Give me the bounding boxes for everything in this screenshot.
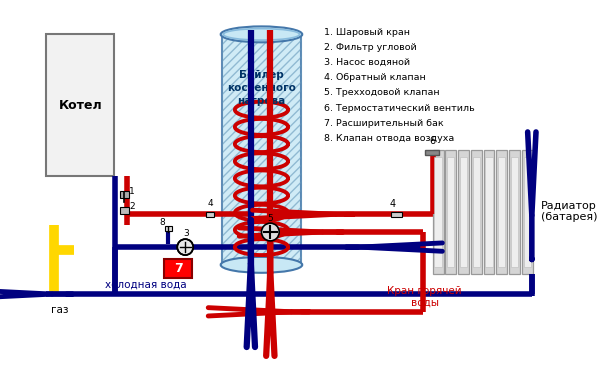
Text: газ: газ <box>52 305 69 315</box>
Bar <box>425 150 439 155</box>
Text: 2: 2 <box>130 202 135 211</box>
Bar <box>391 211 401 217</box>
Bar <box>458 150 469 274</box>
Bar <box>119 207 128 214</box>
Text: Бойлер
косвенного
нагрева: Бойлер косвенного нагрева <box>227 70 296 106</box>
Bar <box>46 35 115 176</box>
Text: 6. Термостатический вентиль: 6. Термостатический вентиль <box>323 104 474 112</box>
Bar <box>460 157 467 267</box>
Text: 4: 4 <box>208 199 213 209</box>
Bar <box>522 150 533 274</box>
Bar <box>221 35 301 265</box>
Bar <box>511 157 518 267</box>
Text: холодная вода: холодная вода <box>106 280 187 290</box>
Text: 6: 6 <box>429 136 435 146</box>
Bar <box>473 157 480 267</box>
Text: 8. Клапан отвода воздуха: 8. Клапан отвода воздуха <box>323 134 454 142</box>
Circle shape <box>262 223 279 241</box>
Circle shape <box>177 239 193 255</box>
Ellipse shape <box>221 257 302 273</box>
Bar <box>221 35 301 265</box>
Text: 8: 8 <box>160 218 165 227</box>
Text: 1. Шаровый кран: 1. Шаровый кран <box>323 28 410 37</box>
Text: 7. Расширительный бак: 7. Расширительный бак <box>323 119 443 128</box>
Text: 5: 5 <box>268 214 274 223</box>
Ellipse shape <box>221 26 302 42</box>
Bar <box>485 157 493 267</box>
Bar <box>433 150 443 274</box>
Text: Кран горячей
воды: Кран горячей воды <box>388 286 462 308</box>
Bar <box>434 157 442 267</box>
Bar <box>445 150 456 274</box>
Bar <box>524 157 531 267</box>
Bar <box>496 150 507 274</box>
Text: 4: 4 <box>390 199 396 209</box>
Bar <box>484 150 494 274</box>
Text: 7: 7 <box>174 262 182 275</box>
Text: 3. Насос водяной: 3. Насос водяной <box>323 58 410 67</box>
Bar <box>471 150 482 274</box>
Text: 2. Фильтр угловой: 2. Фильтр угловой <box>323 43 416 52</box>
Text: 1: 1 <box>130 187 135 196</box>
Bar <box>509 150 520 274</box>
Bar <box>119 191 128 198</box>
Text: Котел: Котел <box>58 99 102 112</box>
Bar <box>498 157 505 267</box>
Text: 3: 3 <box>184 230 189 239</box>
Bar <box>206 211 214 217</box>
Text: 5. Трехходовой клапан: 5. Трехходовой клапан <box>323 88 439 98</box>
Bar <box>165 226 172 231</box>
Text: Радиатор
(батарея): Радиатор (батарея) <box>541 201 597 223</box>
Bar <box>164 259 193 278</box>
Bar <box>447 157 454 267</box>
Text: 4. Обратный клапан: 4. Обратный клапан <box>323 73 425 82</box>
